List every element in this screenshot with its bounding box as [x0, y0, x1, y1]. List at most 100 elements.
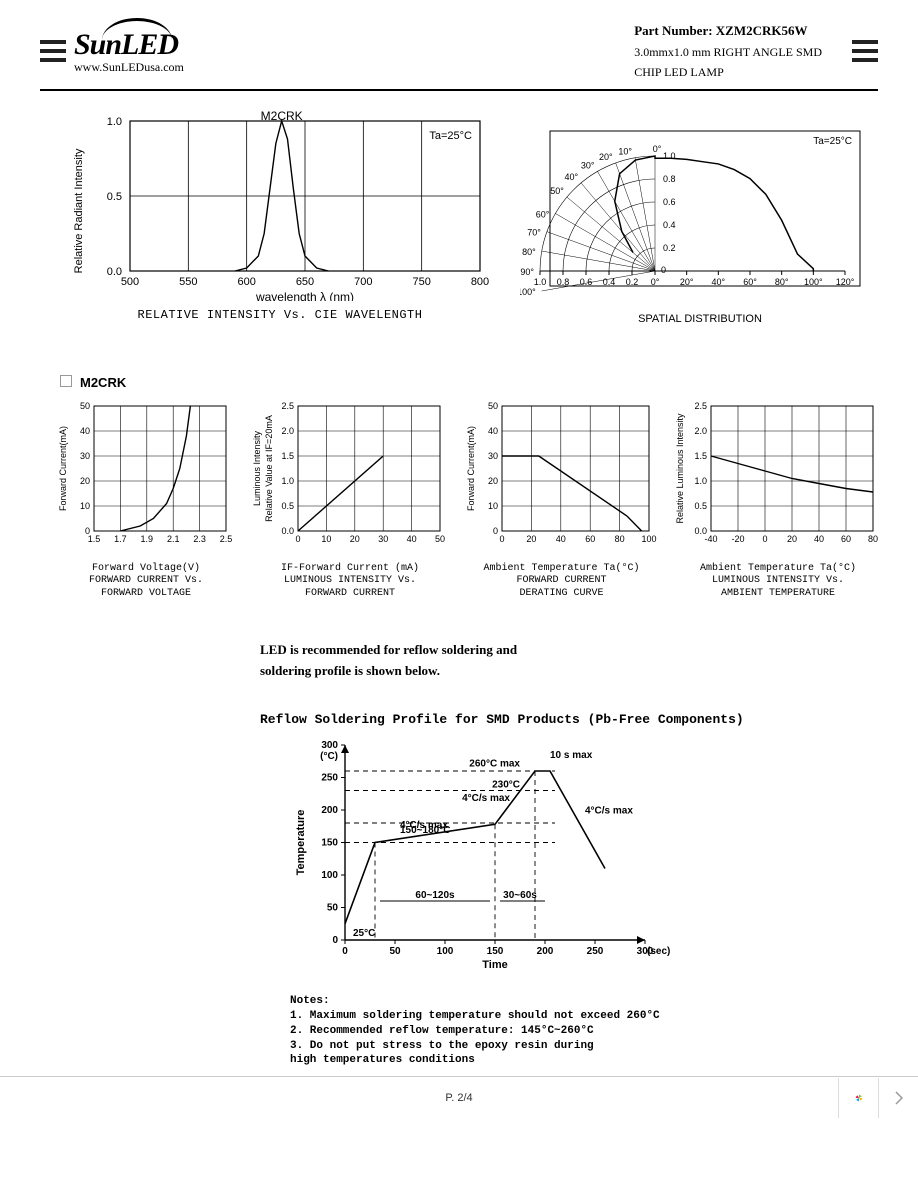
- svg-text:40: 40: [556, 534, 566, 544]
- svg-text:0: 0: [493, 526, 498, 536]
- svg-text:60: 60: [585, 534, 595, 544]
- pager-bar: P. 2/4: [0, 1076, 918, 1118]
- svg-text:50: 50: [488, 401, 498, 411]
- svg-text:4°C/s max: 4°C/s max: [585, 805, 633, 816]
- svg-text:0.0: 0.0: [694, 526, 707, 536]
- menu-icon[interactable]: [40, 40, 66, 62]
- svg-text:50°: 50°: [550, 186, 564, 196]
- svg-text:70°: 70°: [527, 228, 541, 238]
- svg-text:0.2: 0.2: [663, 243, 676, 253]
- svg-text:800: 800: [471, 276, 489, 288]
- svg-text:Temperature: Temperature: [295, 810, 307, 876]
- svg-text:0.4: 0.4: [663, 220, 676, 230]
- svg-text:0.6: 0.6: [580, 277, 593, 287]
- svg-text:120°: 120°: [836, 277, 855, 287]
- svg-text:250: 250: [587, 946, 604, 957]
- svg-text:1.7: 1.7: [114, 534, 127, 544]
- svg-text:80: 80: [615, 534, 625, 544]
- svg-text:2.5: 2.5: [220, 534, 233, 544]
- svg-text:1.0: 1.0: [534, 277, 547, 287]
- svg-text:10: 10: [80, 501, 90, 511]
- chart-caption: Forward Voltage(V)FORWARD CURRENT Vs.FOR…: [56, 563, 236, 601]
- svg-text:230°C: 230°C: [492, 779, 520, 790]
- svg-text:0.5: 0.5: [694, 501, 707, 511]
- svg-text:0: 0: [332, 935, 338, 946]
- svg-text:10 s max: 10 s max: [550, 750, 593, 761]
- svg-text:1.0: 1.0: [694, 476, 707, 486]
- svg-text:100°: 100°: [804, 277, 823, 287]
- svg-text:40: 40: [488, 426, 498, 436]
- pinwheel-icon[interactable]: [838, 1078, 878, 1118]
- svg-text:(sec): (sec): [647, 946, 670, 957]
- svg-text:20: 20: [350, 534, 360, 544]
- reflow-intro: LED is recommended for reflow soldering …: [260, 640, 878, 682]
- svg-text:0: 0: [85, 526, 90, 536]
- svg-text:0.8: 0.8: [557, 277, 570, 287]
- svg-text:200: 200: [537, 946, 554, 957]
- svg-text:4°C/s max: 4°C/s max: [462, 793, 510, 804]
- chart-luminous-current: 010203040500.00.51.01.52.02.5Luminous In…: [250, 398, 450, 601]
- svg-text:50: 50: [435, 534, 445, 544]
- page-indicator: P. 2/4: [445, 1092, 472, 1104]
- svg-text:40°: 40°: [712, 277, 726, 287]
- svg-text:Relative Luminous Intensity: Relative Luminous Intensity: [675, 413, 685, 524]
- svg-text:550: 550: [179, 276, 197, 288]
- svg-text:10: 10: [488, 501, 498, 511]
- svg-text:0.6: 0.6: [663, 197, 676, 207]
- svg-text:2.0: 2.0: [281, 426, 294, 436]
- svg-text:0.0: 0.0: [281, 526, 294, 536]
- section-label: M2CRK: [60, 375, 878, 390]
- logo-url: www.SunLEDusa.com: [74, 60, 184, 75]
- svg-text:1.5: 1.5: [281, 451, 294, 461]
- chart-forward-voltage: 1.51.71.92.12.32.501020304050Forward Cur…: [56, 398, 236, 601]
- reflow-title: Reflow Soldering Profile for SMD Product…: [260, 712, 878, 727]
- svg-text:50: 50: [80, 401, 90, 411]
- svg-text:Relative Radiant Intensity: Relative Radiant Intensity: [73, 148, 85, 273]
- svg-text:250: 250: [321, 772, 338, 783]
- svg-text:0°: 0°: [653, 144, 662, 154]
- reflow-notes: Notes: 1. Maximum soldering temperature …: [290, 994, 878, 1068]
- svg-text:1.5: 1.5: [694, 451, 707, 461]
- chart-luminous-temp: -40-200204060800.00.51.01.52.02.5Relativ…: [673, 398, 883, 601]
- svg-text:2.1: 2.1: [167, 534, 180, 544]
- svg-text:0: 0: [499, 534, 504, 544]
- svg-text:2.5: 2.5: [694, 401, 707, 411]
- svg-text:150: 150: [487, 946, 504, 957]
- svg-text:0.5: 0.5: [281, 501, 294, 511]
- svg-text:20: 20: [80, 476, 90, 486]
- svg-text:150: 150: [321, 837, 338, 848]
- svg-text:500: 500: [121, 276, 139, 288]
- svg-text:20°: 20°: [599, 152, 613, 162]
- svg-text:30°: 30°: [581, 160, 595, 170]
- menu-icon-right[interactable]: [852, 40, 878, 62]
- svg-text:0.0: 0.0: [107, 266, 122, 278]
- svg-text:200: 200: [321, 805, 338, 816]
- svg-text:20: 20: [526, 534, 536, 544]
- chart-derating: 02040608010001020304050Forward Current(m…: [464, 398, 659, 601]
- svg-text:100: 100: [437, 946, 454, 957]
- svg-text:80: 80: [868, 534, 878, 544]
- svg-text:1.0: 1.0: [663, 151, 676, 161]
- svg-text:30: 30: [488, 451, 498, 461]
- next-page-button[interactable]: [878, 1078, 918, 1118]
- svg-text:1.0: 1.0: [281, 476, 294, 486]
- svg-text:50: 50: [389, 946, 401, 957]
- svg-text:60: 60: [841, 534, 851, 544]
- svg-text:0.5: 0.5: [107, 191, 122, 203]
- svg-text:1.9: 1.9: [141, 534, 154, 544]
- svg-text:30: 30: [80, 451, 90, 461]
- svg-text:0: 0: [342, 946, 348, 957]
- svg-text:25°C: 25°C: [353, 928, 375, 939]
- svg-text:20: 20: [488, 476, 498, 486]
- svg-text:650: 650: [296, 276, 314, 288]
- chart-wavelength: Relative Radiant Intensity 5005506006507…: [70, 111, 490, 325]
- chart-spatial: Ta=25°C0.20.40.60.81.0100°90°80°70°60°50…: [520, 111, 880, 325]
- svg-text:100: 100: [641, 534, 656, 544]
- svg-text:40°: 40°: [564, 172, 578, 182]
- svg-text:0: 0: [661, 265, 666, 275]
- svg-text:300: 300: [321, 740, 338, 751]
- part-info: Part Number: XZM2CRK56W 3.0mmx1.0 mm RIG…: [634, 20, 822, 83]
- svg-text:750: 750: [412, 276, 430, 288]
- svg-text:40: 40: [80, 426, 90, 436]
- logo: SunLED www.SunLEDusa.com: [74, 28, 184, 75]
